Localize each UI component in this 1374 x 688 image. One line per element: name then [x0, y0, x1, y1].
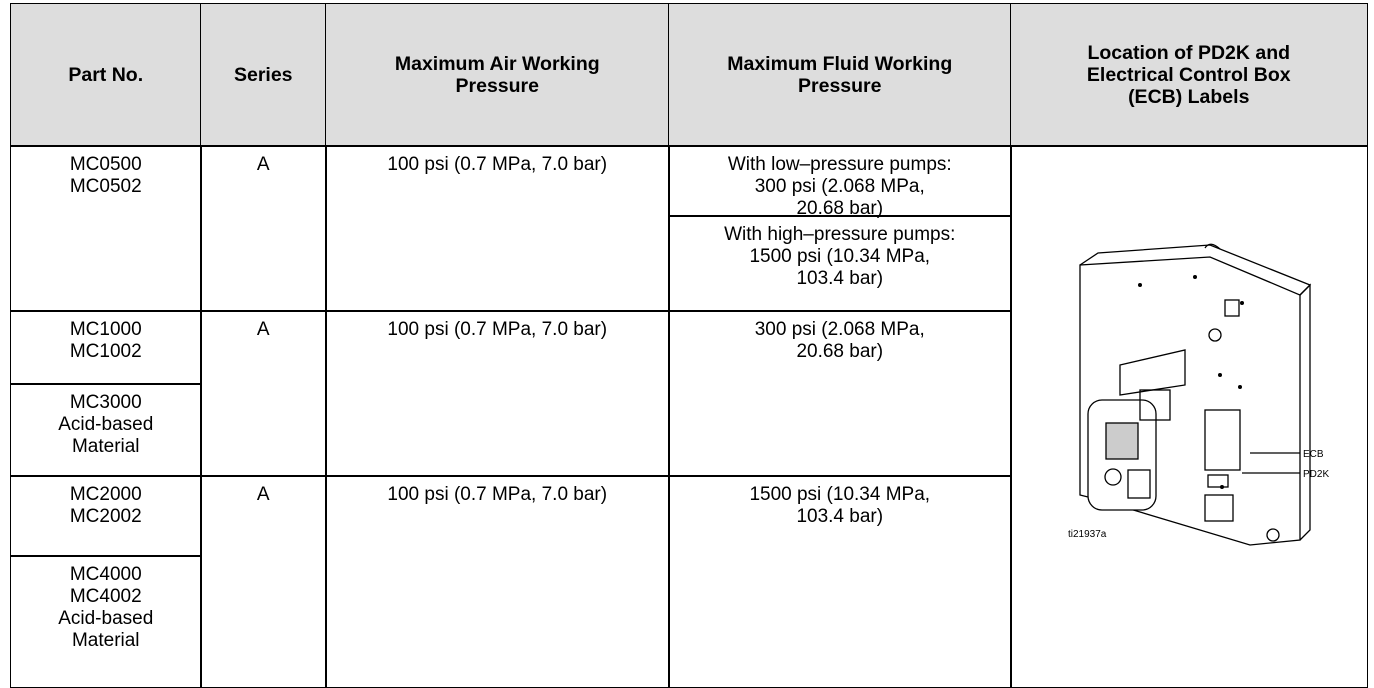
cell-text: 300 psi (2.068 MPa, — [669, 176, 1011, 198]
cell-text: Pressure — [326, 75, 669, 97]
cell-text: Acid-based — [11, 414, 201, 436]
cell-text: With low–pressure pumps: — [669, 154, 1011, 176]
cell-text: A — [201, 319, 326, 341]
cell-text: 100 psi (0.7 MPa, 7.0 bar) — [326, 484, 669, 506]
cell-text: A — [201, 154, 326, 176]
cell-text: Location of PD2K and — [1011, 42, 1367, 64]
fluid-cell: 300 psi (2.068 MPa,20.68 bar) — [668, 310, 1012, 477]
air-cell: 100 psi (0.7 MPa, 7.0 bar) — [325, 475, 670, 688]
cell-text: Electrical Control Box — [1011, 64, 1367, 86]
cell-text: MC1002 — [11, 341, 201, 363]
cell-text: Part No. — [11, 64, 201, 86]
series-cell: A — [200, 145, 327, 312]
header-cell: Part No. — [10, 3, 202, 147]
header-cell: Series — [200, 3, 327, 147]
air-cell: 100 psi (0.7 MPa, 7.0 bar) — [325, 310, 670, 477]
label-ecb: ECB — [1303, 449, 1324, 460]
cell-text: 103.4 bar) — [669, 268, 1011, 290]
cell-text: MC2002 — [11, 506, 201, 528]
fluid-cell: 1500 psi (10.34 MPa,103.4 bar) — [668, 475, 1012, 688]
fluid-cell: With high–pressure pumps:1500 psi (10.34… — [668, 215, 1012, 312]
cell-text: Acid-based — [11, 608, 201, 630]
cell-text: MC1000 — [11, 319, 201, 341]
fluid-cell: With low–pressure pumps:300 psi (2.068 M… — [668, 145, 1012, 217]
cell-text: (ECB) Labels — [1011, 86, 1367, 108]
cell-text: Material — [11, 436, 201, 458]
page: Part No.SeriesMaximum Air WorkingPressur… — [0, 0, 1374, 688]
cell-text: Maximum Fluid Working — [669, 53, 1011, 75]
cell-text: 300 psi (2.068 MPa, — [669, 319, 1011, 341]
cell-text: MC2000 — [11, 484, 201, 506]
cell-text: A — [201, 484, 326, 506]
series-cell: A — [200, 310, 327, 477]
cell-text: Pressure — [669, 75, 1011, 97]
cell-text: MC0500 — [11, 154, 201, 176]
cell-text: 100 psi (0.7 MPa, 7.0 bar) — [326, 319, 669, 341]
series-cell: A — [200, 475, 327, 688]
cell-text: 1500 psi (10.34 MPa, — [669, 484, 1011, 506]
cell-text: MC0502 — [11, 176, 201, 198]
label-pd2k: PD2K — [1303, 469, 1329, 480]
cell-text: Series — [201, 64, 326, 86]
cell-text: MC4000 — [11, 564, 201, 586]
cell-text: 100 psi (0.7 MPa, 7.0 bar) — [326, 154, 669, 176]
figure: ECB PD2K ti21937a — [1010, 145, 1366, 688]
cell-text: With high–pressure pumps: — [669, 224, 1011, 246]
air-cell: 100 psi (0.7 MPa, 7.0 bar) — [325, 145, 670, 312]
cell-text: Maximum Air Working — [326, 53, 669, 75]
cell-text: 103.4 bar) — [669, 506, 1011, 528]
figure-id: ti21937a — [1068, 529, 1107, 540]
cell-text: Material — [11, 630, 201, 652]
cell-text: 1500 psi (10.34 MPa, — [669, 246, 1011, 268]
cell-text: 20.68 bar) — [669, 341, 1011, 363]
cell-text: MC4002 — [11, 586, 201, 608]
cell-text: MC3000 — [11, 392, 201, 414]
